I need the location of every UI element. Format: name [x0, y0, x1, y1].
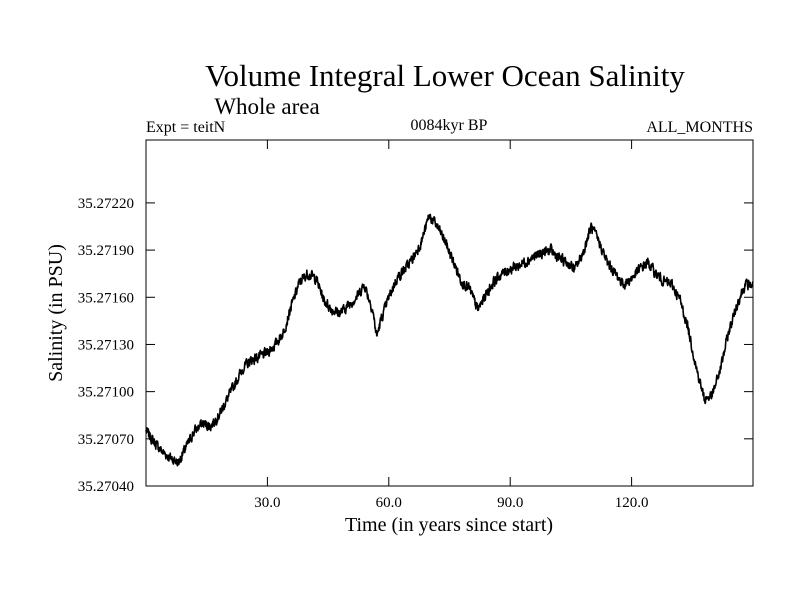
experiment-label: Expt = teitN [146, 119, 226, 136]
x-axis: 30.0 60.0 90.0 120.0 [254, 140, 648, 511]
x-tick-label: 90.0 [497, 495, 523, 511]
y-axis-label: Salinity (in PSU) [45, 244, 67, 382]
chart-subtitle: Whole area [214, 94, 319, 119]
plot-frame [145, 139, 754, 487]
y-tick-label: 35.27040 [78, 479, 134, 495]
x-tick-label: 120.0 [615, 495, 649, 511]
x-axis-label: Time (in years since start) [345, 514, 553, 536]
series-layer [145, 213, 754, 467]
y-tick-label: 35.27070 [78, 432, 134, 448]
x-tick-label: 30.0 [254, 495, 280, 511]
y-tick-label: 35.27220 [78, 196, 134, 212]
months-label: ALL_MONTHS [646, 119, 753, 136]
y-tick-label: 35.27190 [78, 243, 134, 259]
x-tick-label: 60.0 [376, 495, 402, 511]
y-tick-label: 35.27100 [78, 385, 134, 401]
period-label: 0084kyr BP [411, 117, 488, 134]
series-line [145, 213, 754, 467]
y-tick-label: 35.27130 [78, 337, 134, 353]
chart-title: Volume Integral Lower Ocean Salinity [205, 58, 685, 93]
y-tick-label: 35.27160 [78, 290, 134, 306]
y-axis: 35.27040 35.27070 35.27100 35.27130 35.27160… [78, 196, 753, 495]
